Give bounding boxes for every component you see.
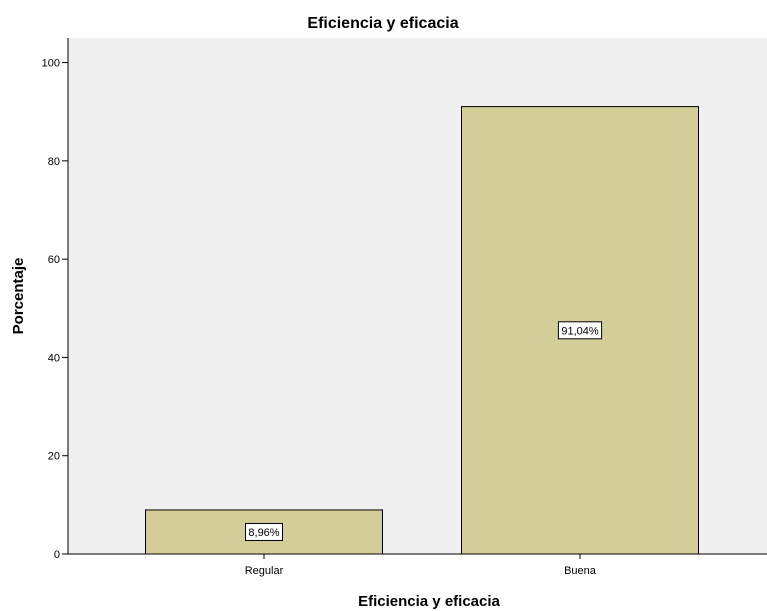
data-label-regular: 8,96%	[245, 522, 283, 541]
data-label-text: 91,04%	[561, 325, 599, 337]
y-axis: 0 20 40 60 80 100	[42, 58, 68, 561]
y-axis-title: Porcentaje	[10, 258, 27, 335]
x-axis-title: Eficiencia y eficacia	[358, 593, 500, 610]
y-tick-label-60: 60	[48, 254, 60, 266]
chart-title: Eficiencia y eficacia	[307, 15, 458, 32]
y-tick-label-40: 40	[48, 352, 60, 364]
data-label-buena: 91,04%	[557, 321, 603, 340]
y-tick-label-100: 100	[42, 58, 60, 70]
data-label-box	[245, 522, 283, 541]
data-labels-layer: 8,96% 91,04%	[245, 321, 603, 541]
y-tick-label-0: 0	[54, 549, 60, 561]
data-label-text: 8,96%	[248, 527, 279, 539]
y-tick-label-80: 80	[48, 156, 60, 168]
y-tick-label-20: 20	[48, 451, 60, 463]
x-axis: Regular Buena	[245, 554, 597, 577]
data-label-box	[557, 321, 603, 340]
x-tick-label-regular: Regular	[245, 565, 284, 577]
x-tick-label-buena: Buena	[564, 565, 597, 577]
